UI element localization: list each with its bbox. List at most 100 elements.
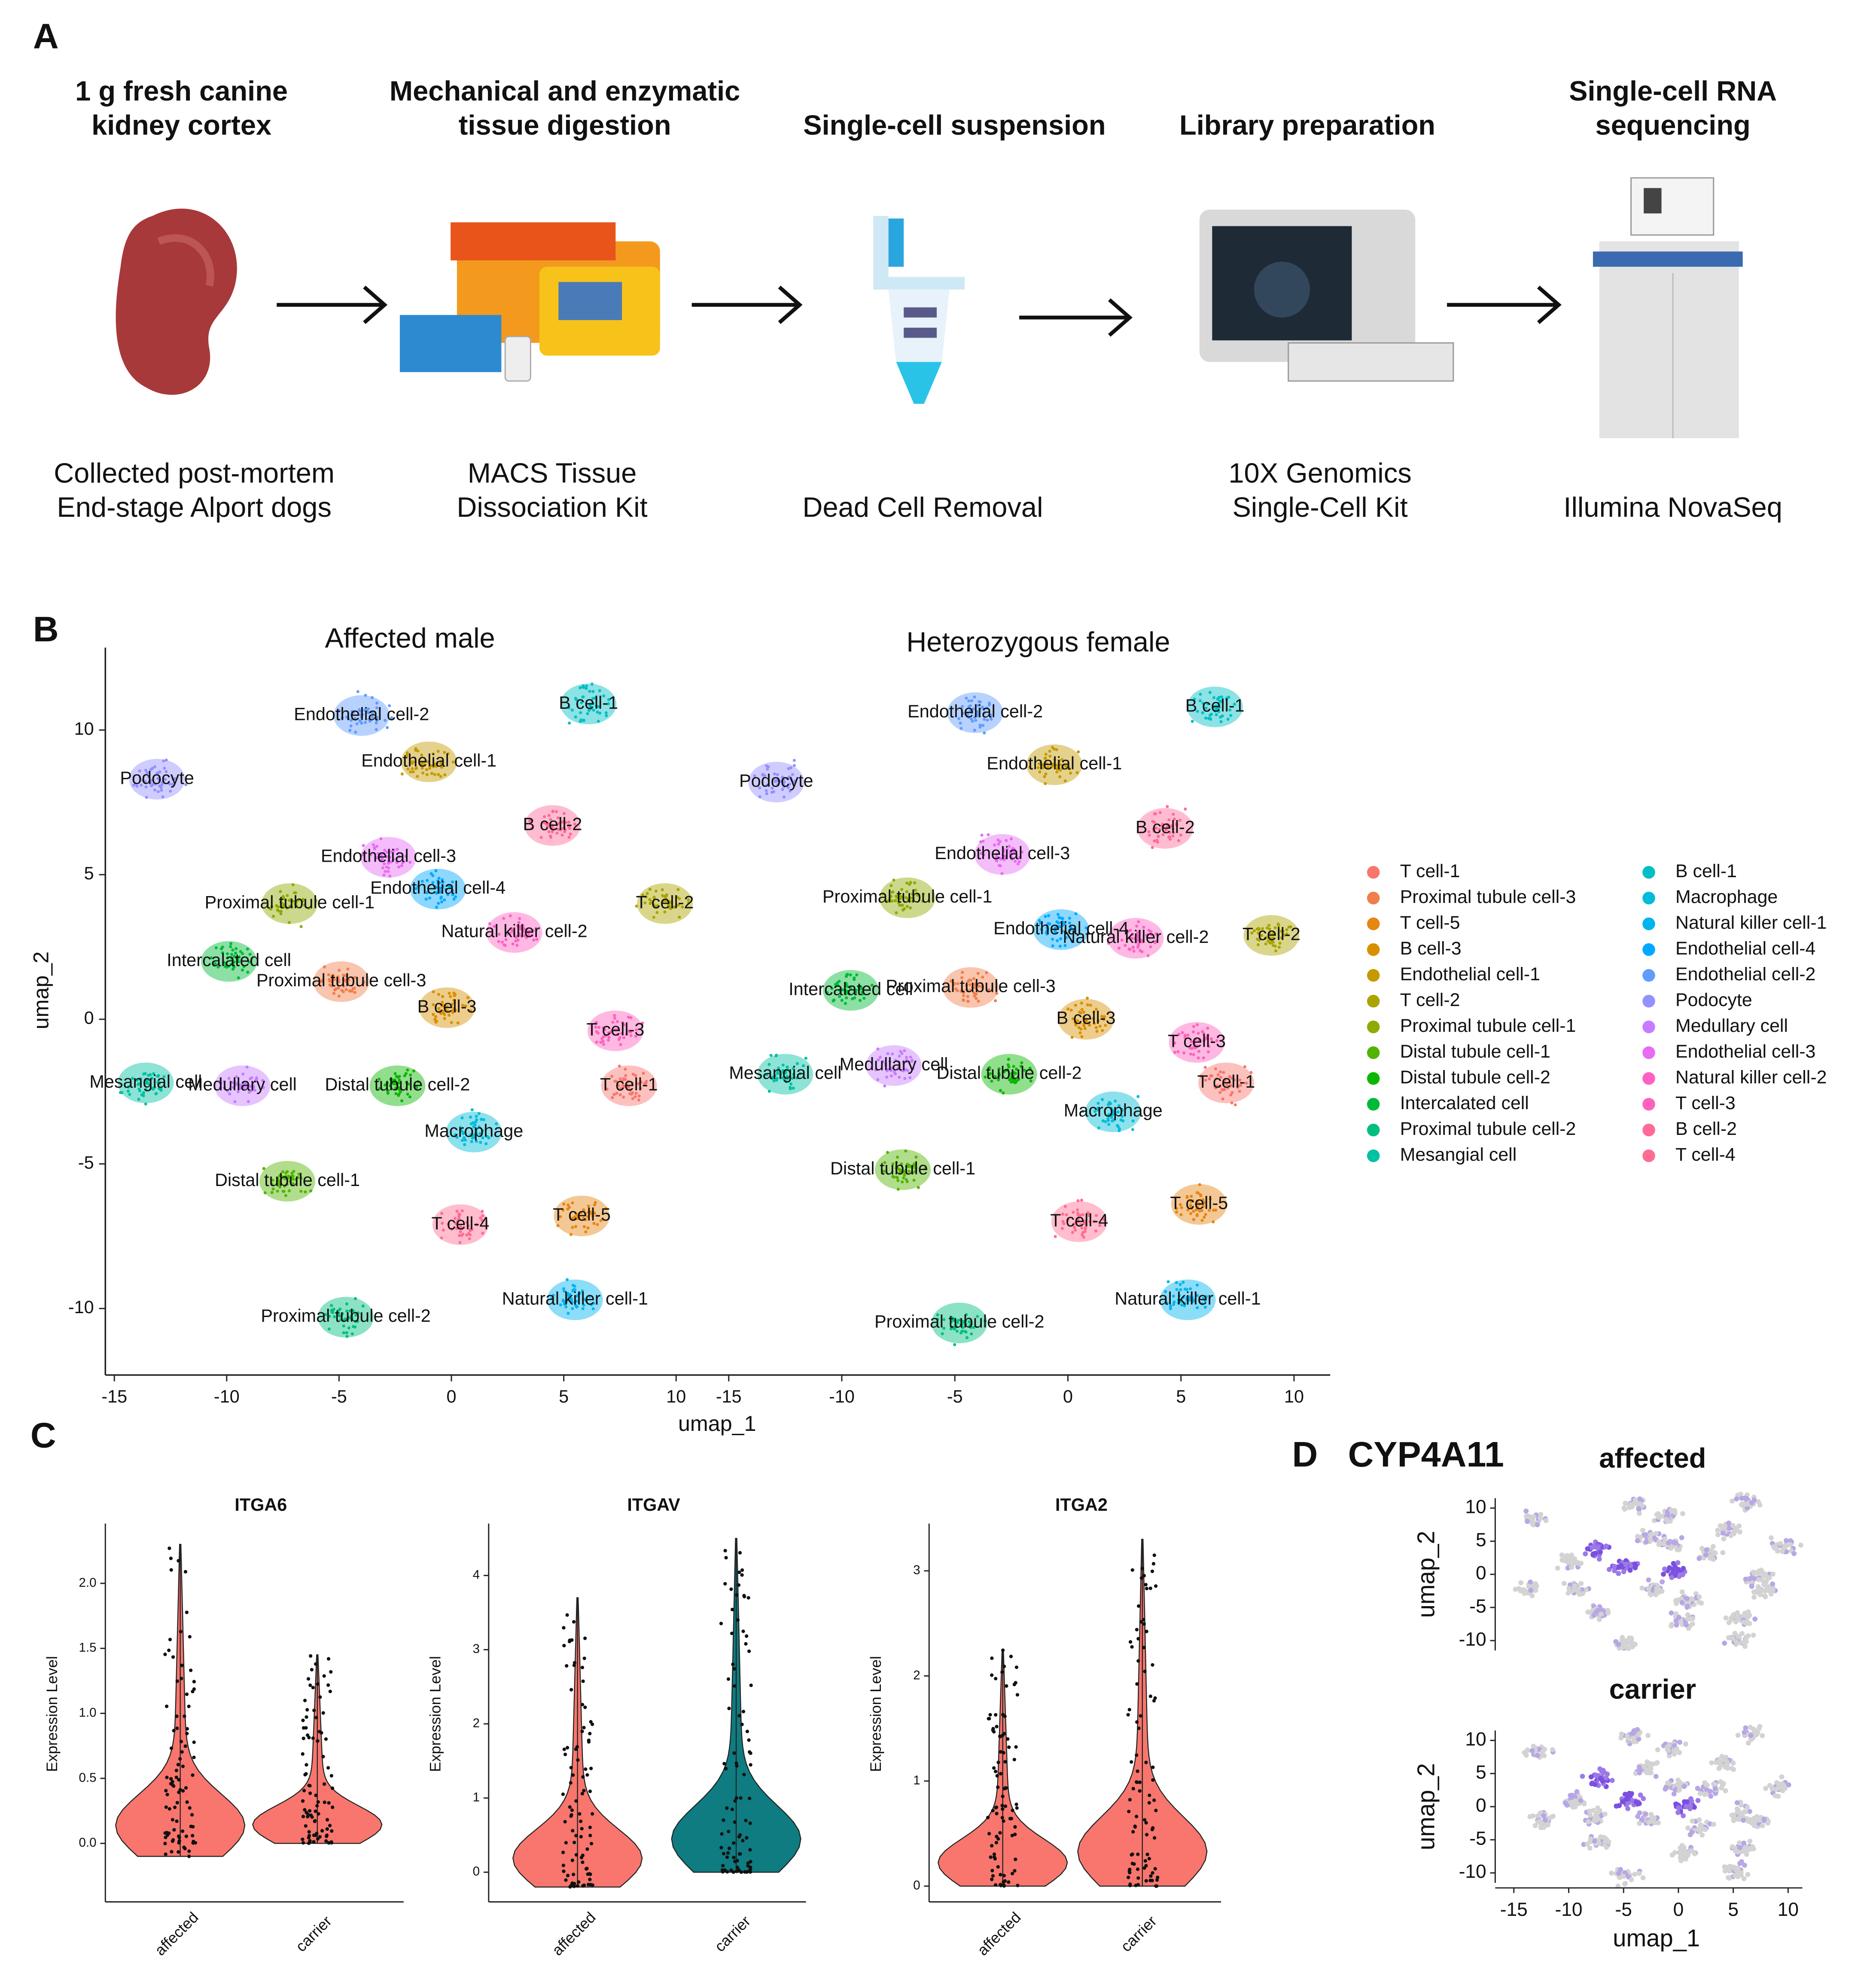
x-tick-label: -5 (947, 1387, 963, 1406)
cell-dot (1264, 936, 1268, 939)
cell-dot (551, 830, 554, 833)
cell-dot (504, 932, 508, 935)
cell-dot (736, 1618, 740, 1622)
cluster-label: Natural killer cell-1 (1115, 1289, 1261, 1308)
cell-dot (1175, 1207, 1178, 1210)
x-tick-label: 0 (1673, 1899, 1684, 1920)
cell-dot (1204, 1213, 1207, 1216)
cell-dot (308, 1784, 312, 1788)
cell-dot (741, 1629, 745, 1633)
cell-dot (294, 891, 297, 894)
cell-dot (1631, 1739, 1636, 1744)
cell-dot (245, 1065, 249, 1069)
cell-dot (1147, 1857, 1151, 1861)
cell-dot (656, 904, 659, 908)
cell-dot (1133, 936, 1136, 940)
cell-dot (765, 792, 768, 796)
cell-dot (361, 713, 364, 716)
cell-dot (1632, 1565, 1638, 1570)
cell-dot (1175, 823, 1179, 827)
cell-dot (1737, 1811, 1743, 1817)
cell-dot (1207, 1045, 1210, 1048)
cell-dot (362, 844, 365, 847)
cell-dot (627, 1085, 630, 1089)
cell-dot (1017, 860, 1021, 863)
cluster-label: B cell-1 (1185, 696, 1245, 716)
cell-dot (337, 1309, 340, 1312)
cell-dot (1523, 1513, 1529, 1519)
cell-dot (1131, 1787, 1135, 1791)
cell-dot (775, 1054, 778, 1057)
cluster-label: Distal tubule cell-1 (830, 1159, 975, 1178)
cell-dot (1695, 1786, 1700, 1791)
cell-dot (426, 879, 429, 882)
cell-dot (1152, 1798, 1156, 1802)
cell-dot (527, 934, 530, 937)
cell-dot (337, 978, 340, 981)
cell-dot (1196, 1023, 1199, 1027)
cell-dot (886, 1052, 889, 1055)
cell-dot (1734, 1873, 1739, 1878)
cell-dot (563, 1753, 567, 1756)
cell-dot (1011, 1808, 1014, 1812)
cell-dot (1051, 937, 1054, 941)
cell-dot (1063, 763, 1066, 767)
cell-dot (1065, 1213, 1068, 1217)
cell-dot (157, 1082, 161, 1085)
cell-dot (457, 1218, 461, 1221)
cell-dot (375, 721, 378, 725)
cell-dot (307, 906, 311, 910)
cell-dot (171, 1783, 175, 1787)
cell-dot (336, 975, 340, 979)
cell-dot (942, 1318, 946, 1321)
cluster-label: Intercalated cell (167, 950, 291, 970)
cell-dot (1770, 1581, 1776, 1587)
cell-dot (1199, 692, 1202, 696)
cell-dot (371, 716, 374, 719)
cell-dot (1534, 1584, 1539, 1589)
cell-dot (1225, 698, 1228, 701)
cell-dot (562, 1644, 566, 1648)
cell-dot (561, 1208, 565, 1212)
cell-dot (767, 1063, 771, 1066)
cell-dot (375, 706, 378, 710)
cell-dot (735, 1593, 739, 1597)
cell-dot (1720, 1550, 1726, 1555)
cell-dot (1637, 1810, 1642, 1816)
cell-dot (185, 1800, 189, 1804)
cell-dot (984, 1075, 987, 1079)
cell-dot (844, 982, 848, 985)
cell-dot (350, 710, 354, 714)
cell-dot (1212, 1208, 1215, 1212)
cell-dot (988, 701, 991, 705)
cell-dot (460, 1139, 464, 1142)
cluster (432, 1204, 488, 1245)
cell-dot (1002, 1787, 1006, 1790)
cell-dot (1671, 1540, 1676, 1545)
cell-dot (941, 1332, 944, 1336)
cell-dot (1784, 1538, 1789, 1543)
cell-dot (587, 1204, 590, 1207)
cell-dot (1060, 930, 1064, 933)
cell-dot (1637, 1820, 1642, 1826)
cell-dot (345, 1331, 348, 1335)
cell-dot (1214, 1086, 1218, 1090)
cell-dot (1220, 700, 1223, 703)
cell-dot (434, 1015, 438, 1018)
cell-dot (1008, 845, 1011, 848)
cell-dot (1591, 1613, 1597, 1618)
cell-dot (158, 778, 161, 782)
cell-dot (1743, 1613, 1749, 1619)
cell-dot (1175, 1281, 1178, 1284)
cell-dot (1002, 1884, 1006, 1888)
cell-dot (425, 891, 429, 895)
step-caption: Dissociation Kit (457, 491, 647, 523)
cell-dot (1273, 926, 1277, 930)
cell-dot (618, 1064, 621, 1068)
cell-dot (1757, 1724, 1763, 1729)
cell-dot (372, 843, 375, 847)
cell-dot (246, 947, 249, 951)
y-axis-label: umap_2 (1413, 1531, 1440, 1618)
cell-dot (1678, 1619, 1684, 1625)
cell-dot (1136, 945, 1139, 949)
